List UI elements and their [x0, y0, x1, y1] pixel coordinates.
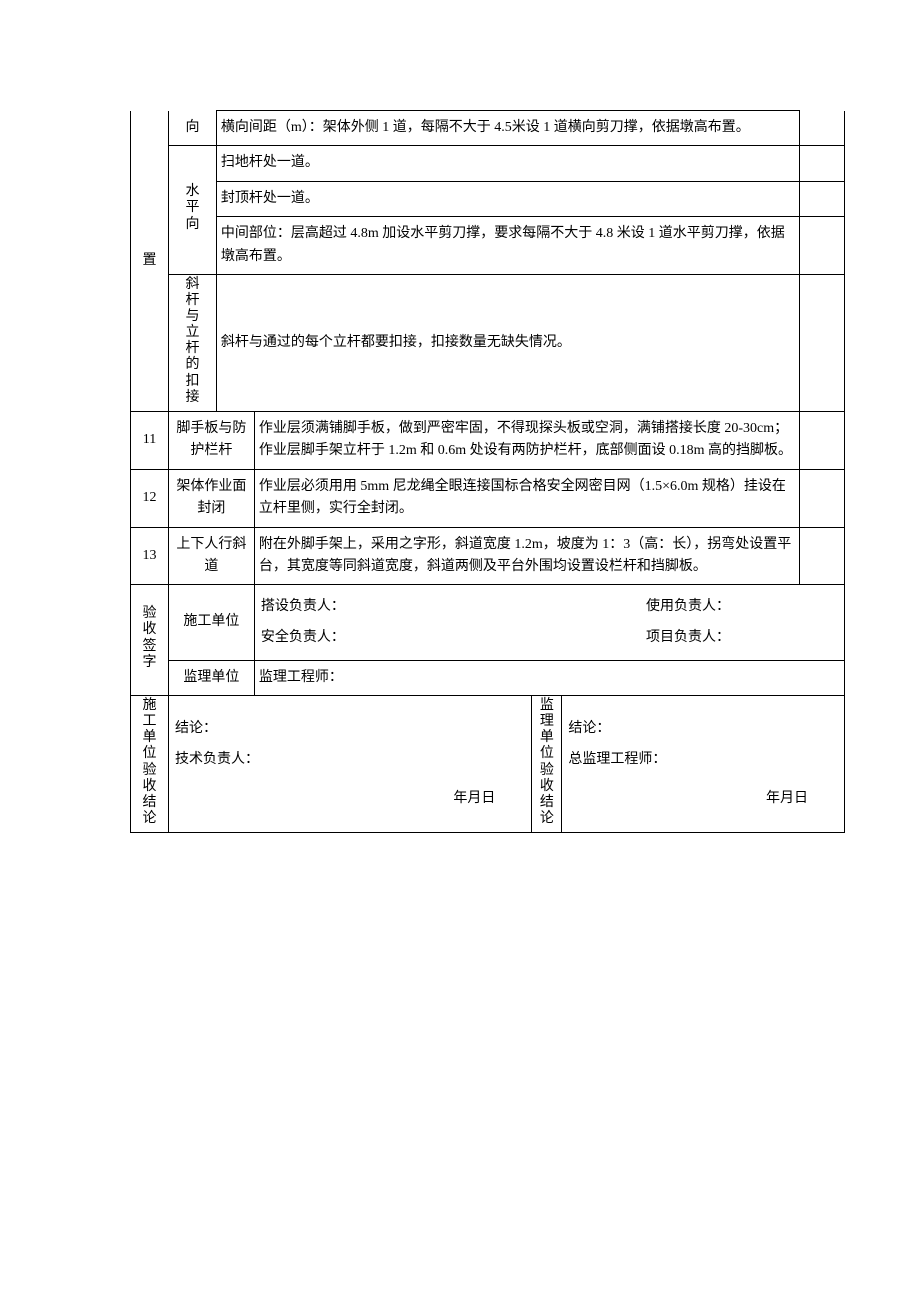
table-row: 斜杆与立杆的扣接 斜杆与通过的每个立杆都要扣接，扣接数量无缺失情况。 [131, 274, 845, 411]
cell-empty [800, 181, 845, 216]
table-row: 11 脚手板与防护栏杆 作业层须满铺脚手板，做到严密牢固，不得现探头板或空洞，满… [131, 412, 845, 470]
label-tech-resp: 技术负责人： [175, 745, 525, 776]
cell-empty [800, 146, 845, 181]
table-row: 封顶杆处一道。 [131, 181, 845, 216]
cell-content: 斜杆与通过的每个立杆都要扣接，扣接数量无缺失情况。 [216, 274, 799, 411]
cell-content: 横向间距（m）：架体外侧 1 道，每隔不大于 4.5米设 1 道横向剪刀撑，依据… [216, 111, 799, 146]
label-project-resp: 项目负责人： [646, 623, 730, 654]
table-row: 置 向 横向间距（m）：架体外侧 1 道，每隔不大于 4.5米设 1 道横向剪刀… [131, 111, 845, 146]
label-date: 年月日 [175, 784, 525, 815]
cell-content: 中间部位：层高超过 4.8m 加设水平剪刀撑，要求每隔不大于 4.8 米设 1 … [216, 217, 799, 275]
label-date: 年月日 [568, 784, 838, 815]
cell-item-name: 上下人行斜道 [168, 527, 254, 585]
cell-empty [800, 527, 845, 585]
cell-content: 作业层必须用用 5mm 尼龙绳全眼连接国标合格安全网密目网（1.5×6.0m 规… [254, 469, 799, 527]
cell-direction: 斜杆与立杆的扣接 [168, 274, 216, 411]
cell-content: 附在外脚手架上，采用之字形，斜道宽度 1.2m，坡度为 1：3（高：长），拐弯处… [254, 527, 799, 585]
cell-supervision-conclusion: 结论： 总监理工程师： 年月日 [562, 696, 845, 833]
cell-content: 扫地杆处一道。 [216, 146, 799, 181]
cell-direction: 向 [168, 111, 216, 146]
cell-direction: 水平向 [168, 146, 216, 275]
table-row: 13 上下人行斜道 附在外脚手架上，采用之字形，斜道宽度 1.2m，坡度为 1：… [131, 527, 845, 585]
cell-construction-unit: 施工单位 [168, 585, 254, 660]
cell-empty [800, 412, 845, 470]
cell-construction-conclusion-label: 施工单位验收结论 [131, 696, 169, 833]
cell-content: 作业层须满铺脚手板，做到严密牢固，不得现探头板或空洞，满铺搭接长度 20-30c… [254, 412, 799, 470]
cell-supervision-eng: 监理工程师： [254, 660, 844, 695]
table-row-signature: 监理单位 监理工程师： [131, 660, 845, 695]
cell-signature-lines: 搭设负责人： 使用负责人： 安全负责人： 项目负责人： [254, 585, 844, 660]
cell-empty [800, 111, 845, 146]
table-row: 中间部位：层高超过 4.8m 加设水平剪刀撑，要求每隔不大于 4.8 米设 1 … [131, 217, 845, 275]
label-chief-eng: 总监理工程师： [568, 745, 838, 776]
inspection-table: 置 向 横向间距（m）：架体外侧 1 道，每隔不大于 4.5米设 1 道横向剪刀… [130, 110, 845, 833]
table-row-signature: 验收签字 施工单位 搭设负责人： 使用负责人： 安全负责人： 项目负责人： [131, 585, 845, 660]
cell-supervision-conclusion-label: 监理单位验收结论 [532, 696, 562, 833]
cell-empty [800, 274, 845, 411]
label-conclusion: 结论： [175, 714, 525, 745]
cell-empty [800, 217, 845, 275]
cell-item-name: 脚手板与防护栏杆 [168, 412, 254, 470]
cell-num: 11 [131, 412, 169, 470]
table-row-conclusion: 施工单位验收结论 结论： 技术负责人： 年月日 监理单位验收结论 结论： 总监理… [131, 696, 845, 833]
cell-num: 13 [131, 527, 169, 585]
cell-category: 置 [131, 111, 169, 412]
table-row: 水平向 扫地杆处一道。 [131, 146, 845, 181]
cell-item-name: 架体作业面封闭 [168, 469, 254, 527]
label-use-resp: 使用负责人： [646, 592, 730, 623]
label-build-resp: 搭设负责人： [261, 592, 345, 623]
cell-empty [800, 469, 845, 527]
label-safety-resp: 安全负责人： [261, 623, 345, 654]
label-conclusion: 结论： [568, 714, 838, 745]
cell-signature-label: 验收签字 [131, 585, 169, 696]
table-row: 12 架体作业面封闭 作业层必须用用 5mm 尼龙绳全眼连接国标合格安全网密目网… [131, 469, 845, 527]
cell-construction-conclusion: 结论： 技术负责人： 年月日 [168, 696, 531, 833]
cell-supervision-unit: 监理单位 [168, 660, 254, 695]
cell-num: 12 [131, 469, 169, 527]
cell-content: 封顶杆处一道。 [216, 181, 799, 216]
document-page: 置 向 横向间距（m）：架体外侧 1 道，每隔不大于 4.5米设 1 道横向剪刀… [0, 0, 920, 1301]
